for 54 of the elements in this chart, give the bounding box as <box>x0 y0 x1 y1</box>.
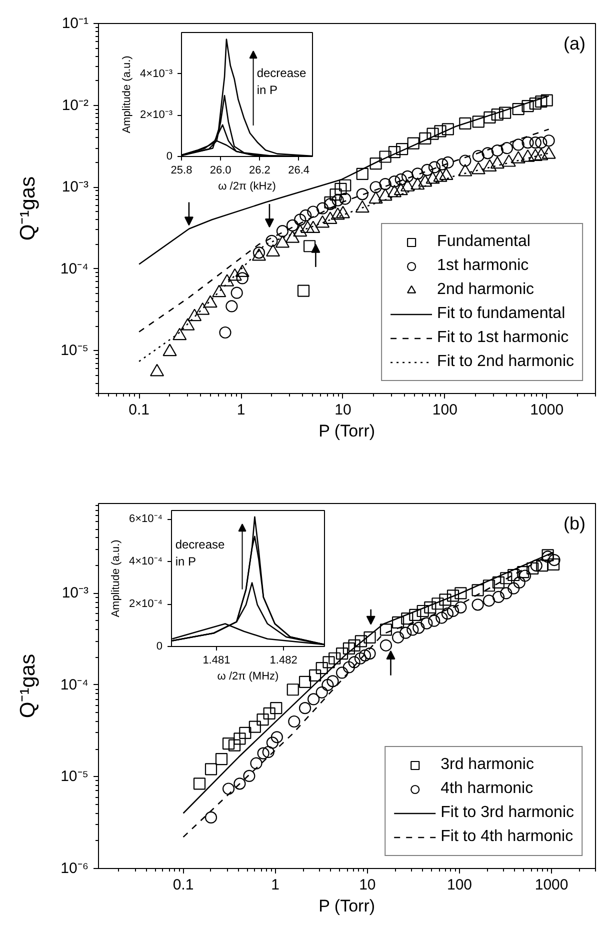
y-axis-title: Q⁻¹gas <box>16 176 40 241</box>
legend-label: Fit to 3rd harmonic <box>440 803 574 823</box>
x-tick-label: 100 <box>432 402 458 418</box>
legend-label: 3rd harmonic <box>440 755 534 775</box>
legend-label: 2nd harmonic <box>437 280 534 300</box>
x-tick-label: 25.8 <box>170 164 192 176</box>
legend-label: Fit to 4th harmonic <box>440 827 574 847</box>
x-tick-label: 10 <box>334 402 352 418</box>
y-tick-label: 10⁻² <box>62 96 89 114</box>
y-tick-label: 10⁻¹ <box>62 15 89 32</box>
annotation: decrease in P <box>256 66 307 97</box>
x-tick-label: 26.0 <box>210 164 232 176</box>
x-tick-label: 1 <box>236 402 246 418</box>
legend-label: 1st harmonic <box>437 256 529 276</box>
y-tick-label: 10⁻³ <box>62 584 89 602</box>
x-tick-label: 1000 <box>534 876 568 894</box>
annotation: (a) <box>564 34 586 54</box>
annotation: decrease in P <box>175 538 226 568</box>
legend-label: 4th harmonic <box>440 779 534 799</box>
y-tick-label: 4×10⁻³ <box>140 68 173 80</box>
y-tick-label: 2×10⁻³ <box>140 109 173 122</box>
y-axis-title: Q⁻¹gas <box>16 654 40 718</box>
x-tick-label: 1.482 <box>270 654 298 666</box>
y-tick-label: 10⁻⁴ <box>60 676 89 694</box>
y-tick-label: 0 <box>166 150 173 162</box>
y-axis-title: Amplitude (a.u.) <box>121 56 134 134</box>
x-tick-label: 26.2 <box>249 164 270 176</box>
x-axis-title: ω /2π (kHz) <box>218 180 276 192</box>
y-tick-label: 2×10⁻⁴ <box>128 598 163 610</box>
y-axis-title: Amplitude (a.u.) <box>110 540 122 618</box>
y-tick-label: 10⁻³ <box>62 178 89 196</box>
legend-label: Fundamental <box>437 232 530 252</box>
legend-label: Fit to fundamental <box>437 304 566 324</box>
x-tick-label: 0.1 <box>172 876 194 894</box>
x-tick-label: 1000 <box>530 402 564 418</box>
x-tick-label: 10 <box>359 876 376 894</box>
y-tick-label: 10⁻⁵ <box>60 768 89 786</box>
y-tick-label: 0 <box>156 640 163 652</box>
y-tick-label: 6×10⁻⁴ <box>128 513 163 525</box>
x-tick-label: 1.481 <box>202 654 230 666</box>
y-tick-label: 4×10⁻⁴ <box>128 556 163 568</box>
x-axis-title: P (Torr) <box>318 896 376 916</box>
x-tick-label: 26.4 <box>288 164 310 176</box>
x-tick-label: 1 <box>271 876 280 894</box>
x-axis-title: ω /2π (MHz) <box>217 670 279 682</box>
annotation: (b) <box>564 514 586 534</box>
legend-label: Fit to 2nd harmonic <box>437 352 574 372</box>
y-tick-label: 10⁻⁵ <box>60 342 89 360</box>
y-tick-label: 10⁻⁴ <box>60 260 89 278</box>
x-tick-label: 100 <box>446 876 472 894</box>
y-tick-label: 10⁻⁶ <box>60 860 88 877</box>
legend-label: Fit to 1st harmonic <box>437 328 569 348</box>
x-tick-label: 0.1 <box>128 402 150 418</box>
x-axis-title: P (Torr) <box>318 422 376 440</box>
